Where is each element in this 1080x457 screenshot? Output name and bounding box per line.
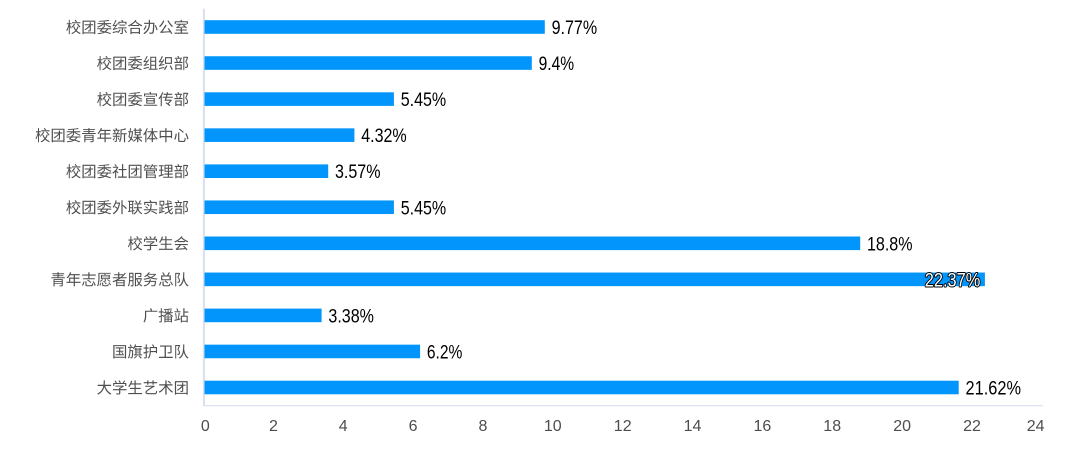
svg-text:4.32%: 4.32% (361, 125, 407, 147)
svg-text:10: 10 (544, 418, 562, 435)
svg-text:3.38%: 3.38% (328, 305, 374, 327)
svg-text:5.45%: 5.45% (401, 89, 447, 111)
svg-text:2: 2 (269, 418, 278, 435)
svg-text:6.2%: 6.2% (427, 341, 463, 363)
svg-text:6: 6 (409, 418, 418, 435)
svg-text:18.8%: 18.8% (867, 233, 913, 255)
svg-text:5.45%: 5.45% (401, 197, 447, 219)
svg-text:21.62%: 21.62% (966, 378, 1022, 400)
svg-text:18: 18 (823, 418, 841, 435)
svg-text:8: 8 (478, 418, 487, 435)
svg-text:4: 4 (339, 418, 348, 435)
svg-text:9.4%: 9.4% (539, 53, 575, 75)
svg-text:20: 20 (893, 418, 911, 435)
svg-text:3.57%: 3.57% (335, 161, 381, 183)
svg-text:14: 14 (684, 418, 702, 435)
svg-text:16: 16 (754, 418, 772, 435)
svg-text:22.37%: 22.37% (925, 269, 981, 291)
svg-text:0: 0 (201, 418, 210, 435)
svg-text:22: 22 (963, 418, 981, 435)
svg-text:9.77%: 9.77% (552, 17, 598, 39)
svg-text:12: 12 (614, 418, 632, 435)
svg-text:24: 24 (1027, 418, 1045, 435)
